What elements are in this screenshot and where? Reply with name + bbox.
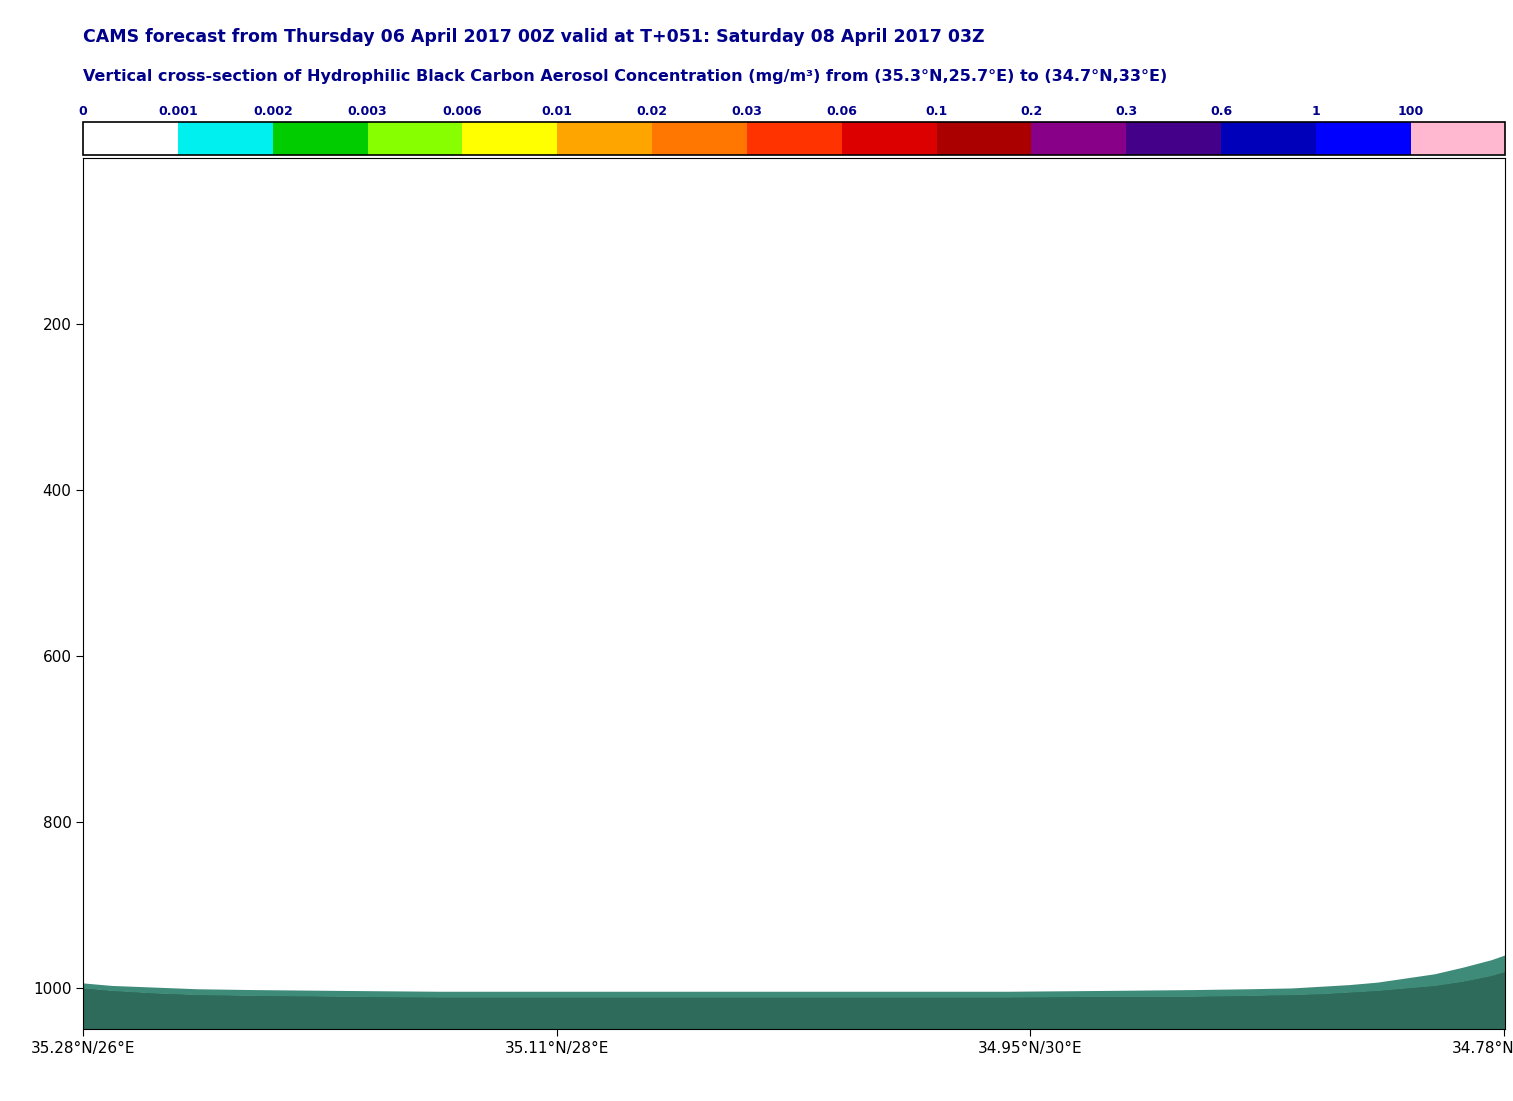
- Text: 0: 0: [79, 105, 88, 118]
- Text: 0.01: 0.01: [542, 105, 573, 118]
- Text: 0.2: 0.2: [1020, 105, 1042, 118]
- Bar: [1221, 122, 1316, 155]
- Bar: [1316, 122, 1410, 155]
- Text: 0.1: 0.1: [926, 105, 947, 118]
- Bar: [652, 122, 747, 155]
- Bar: [841, 122, 937, 155]
- Bar: [1032, 122, 1126, 155]
- Text: 0.02: 0.02: [637, 105, 667, 118]
- Bar: [463, 122, 557, 155]
- Text: 0.03: 0.03: [731, 105, 763, 118]
- Bar: [83, 122, 1505, 155]
- Text: 0.06: 0.06: [826, 105, 858, 118]
- Polygon shape: [83, 971, 1505, 1029]
- Text: 1: 1: [1312, 105, 1321, 118]
- Bar: [179, 122, 272, 155]
- Text: 0.006: 0.006: [443, 105, 483, 118]
- Text: 0.003: 0.003: [348, 105, 387, 118]
- Text: Vertical cross-section of Hydrophilic Black Carbon Aerosol Concentration (mg/m³): Vertical cross-section of Hydrophilic Bl…: [83, 69, 1168, 84]
- Bar: [557, 122, 652, 155]
- Bar: [368, 122, 463, 155]
- Text: 0.6: 0.6: [1210, 105, 1232, 118]
- Bar: [272, 122, 368, 155]
- Bar: [1410, 122, 1505, 155]
- Text: CAMS forecast from Thursday 06 April 2017 00Z valid at T+051: Saturday 08 April : CAMS forecast from Thursday 06 April 201…: [83, 28, 985, 45]
- Text: 0.001: 0.001: [159, 105, 198, 118]
- Bar: [1126, 122, 1221, 155]
- Text: 0.3: 0.3: [1115, 105, 1138, 118]
- Text: 0.002: 0.002: [253, 105, 292, 118]
- Bar: [937, 122, 1032, 155]
- Text: 100: 100: [1398, 105, 1424, 118]
- Bar: [83, 122, 179, 155]
- Bar: [747, 122, 841, 155]
